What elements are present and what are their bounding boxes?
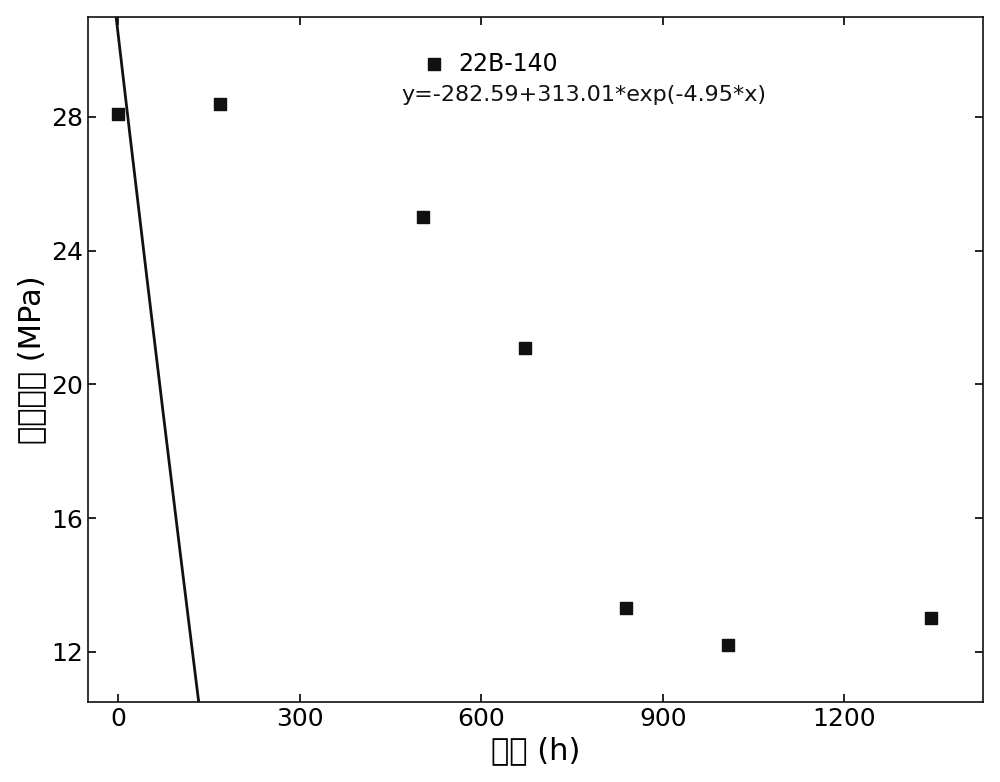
22B-140	[923, 612, 939, 625]
Legend: 22B-140: 22B-140	[413, 42, 567, 85]
22B-140	[720, 639, 736, 651]
X-axis label: 时间 (h): 时间 (h)	[491, 737, 580, 766]
22B-140	[110, 107, 126, 120]
Text: y=-282.59+313.01*exp(-4.95*x): y=-282.59+313.01*exp(-4.95*x)	[401, 85, 766, 106]
22B-140	[212, 97, 228, 109]
22B-140	[618, 602, 634, 615]
Y-axis label: 拉伸强度 (MPa): 拉伸强度 (MPa)	[17, 275, 46, 443]
22B-140	[517, 341, 533, 353]
22B-140	[415, 211, 431, 224]
